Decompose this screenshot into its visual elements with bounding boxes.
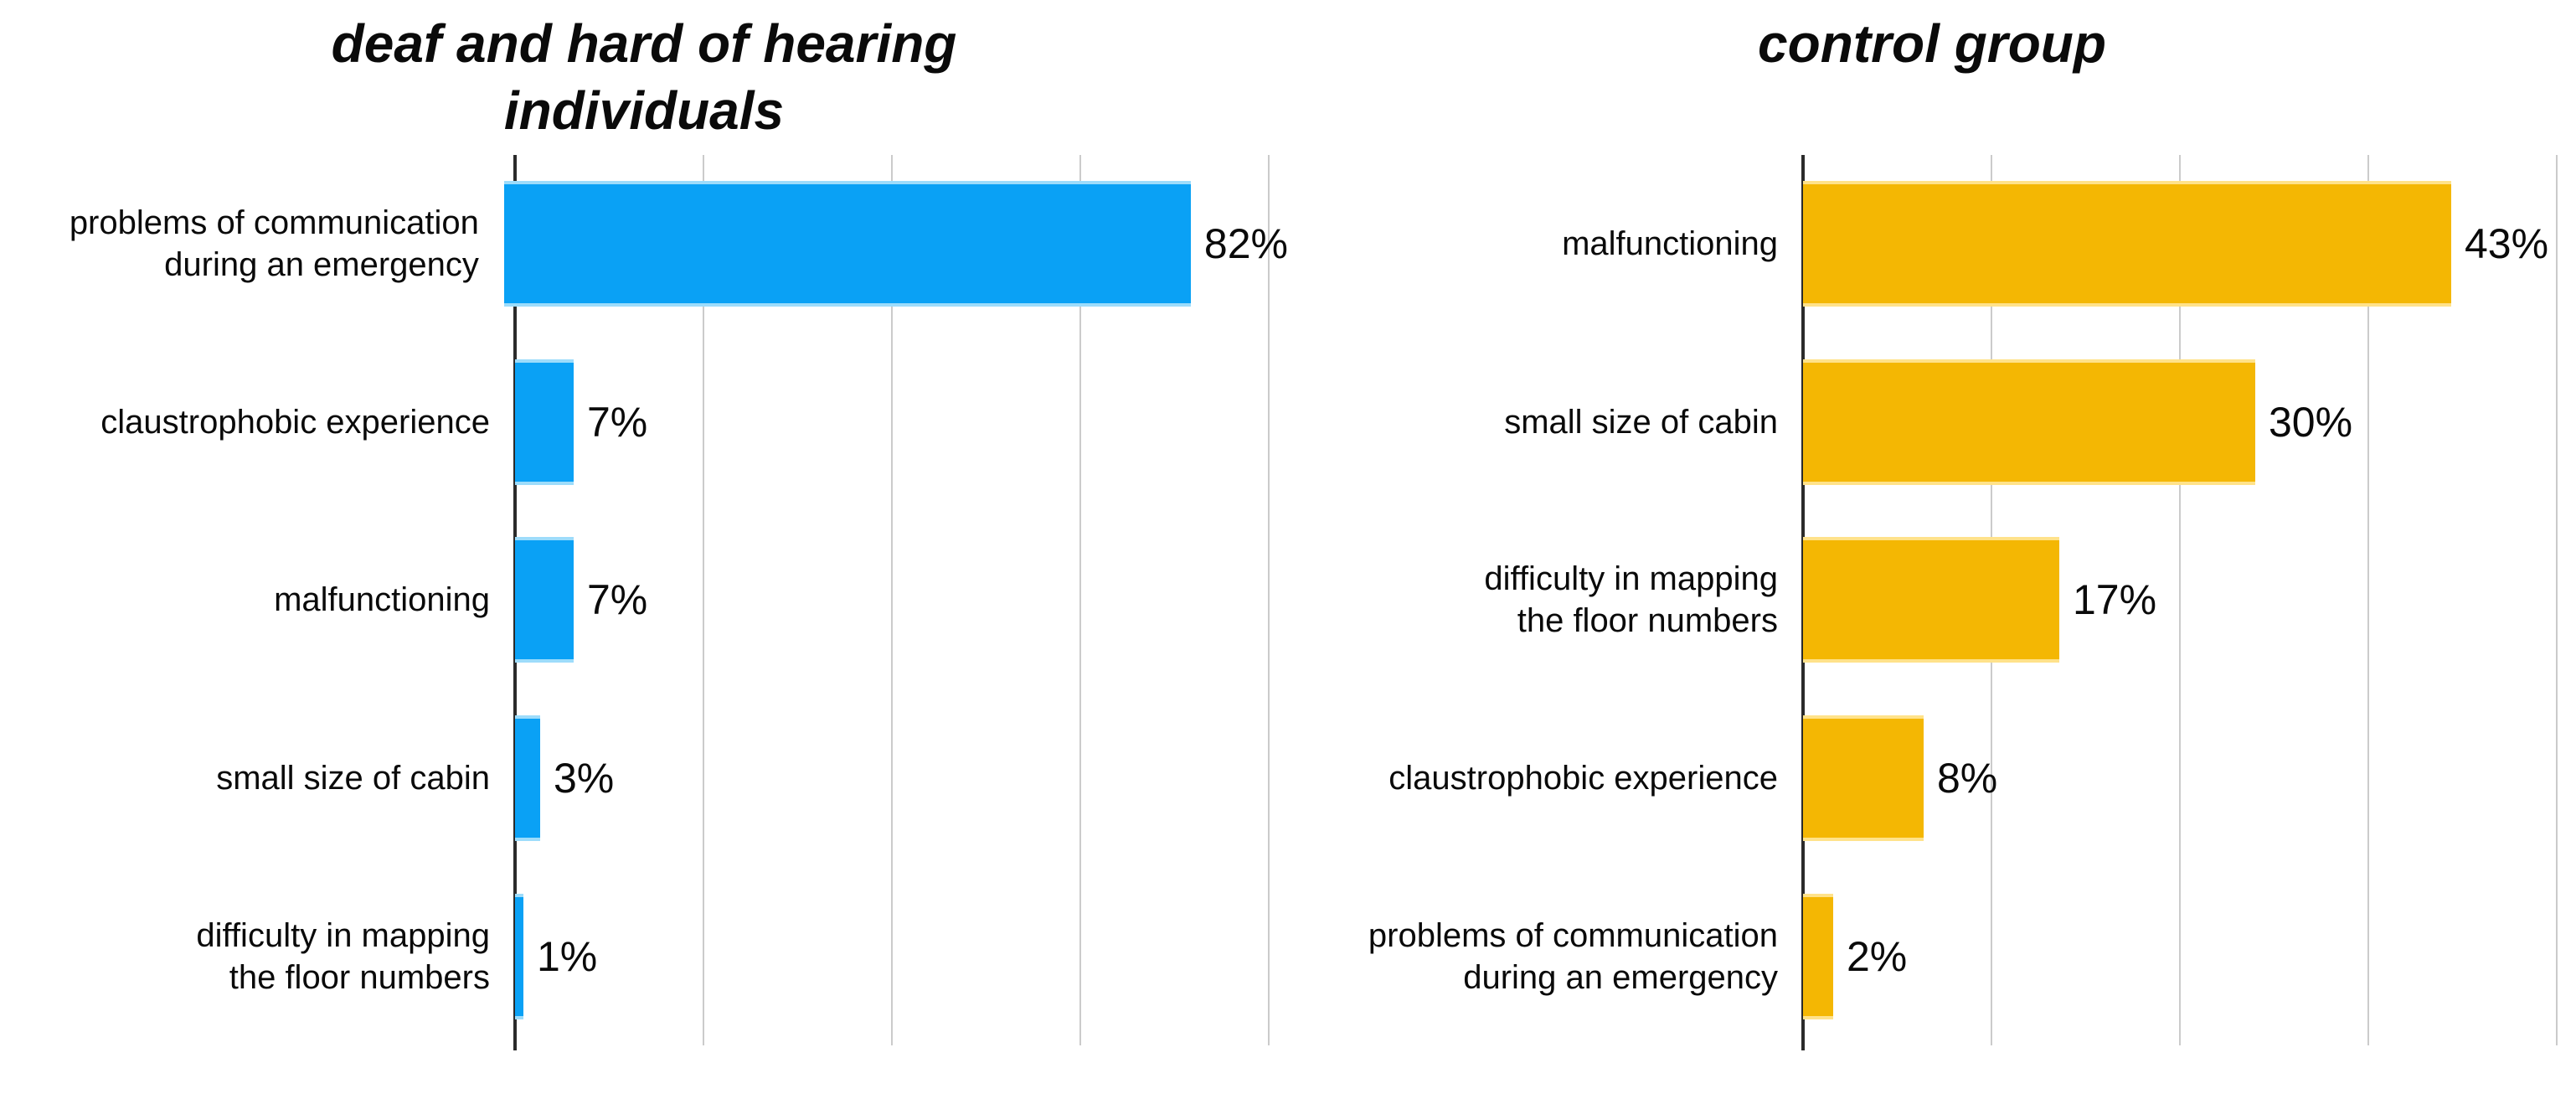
category-label: claustrophobic experience bbox=[0, 401, 515, 443]
value-label: 82% bbox=[1203, 220, 1288, 268]
category-label-line: the floor numbers bbox=[229, 958, 490, 996]
value-label: 30% bbox=[2269, 398, 2353, 446]
bar-row: malfunctioning 7% bbox=[0, 511, 1288, 689]
bar-area: 3% bbox=[515, 689, 1288, 868]
bar-row: problems of communication during an emerg… bbox=[0, 155, 1288, 333]
bar-area: 7% bbox=[515, 511, 1288, 689]
value-label: 3% bbox=[554, 755, 615, 802]
category-label-line: malfunctioning bbox=[274, 581, 490, 619]
chart-title-line: control group bbox=[1758, 13, 2106, 74]
category-label-line: malfunctioning bbox=[1562, 225, 1778, 263]
category-label-line: small size of cabin bbox=[216, 760, 490, 797]
bar bbox=[1803, 359, 2255, 485]
category-label-line: claustrophobic experience bbox=[100, 403, 490, 441]
bar-row: claustrophobic experience 7% bbox=[0, 333, 1288, 512]
value-label: 2% bbox=[1847, 932, 1908, 980]
value-label: 8% bbox=[1937, 755, 1998, 802]
bar bbox=[1803, 893, 1833, 1019]
chart-title: deaf and hard of hearing individuals bbox=[0, 10, 1288, 144]
bar-area: 30% bbox=[1803, 333, 2576, 512]
gridline bbox=[703, 155, 704, 1045]
bar bbox=[1803, 715, 1924, 842]
category-label-line: problems of communication bbox=[1368, 916, 1778, 954]
bar-area: 43% bbox=[1803, 155, 2576, 333]
category-label-line: difficulty in mapping bbox=[196, 916, 490, 954]
gridline bbox=[1079, 155, 1081, 1045]
bar-area: 17% bbox=[1803, 511, 2576, 689]
value-label: 17% bbox=[2073, 576, 2157, 624]
bar-area: 82% bbox=[503, 155, 1288, 333]
category-label: malfunctioning bbox=[0, 579, 515, 621]
bar-row: difficulty in mapping the floor numbers 17… bbox=[1288, 511, 2576, 689]
value-label: 7% bbox=[587, 398, 648, 446]
category-label-line: claustrophobic experience bbox=[1388, 760, 1778, 797]
chart-title: control group bbox=[1288, 10, 2576, 77]
category-label: difficulty in mapping the floor numbers bbox=[0, 915, 515, 998]
bar bbox=[515, 359, 574, 485]
bar-area: 7% bbox=[515, 333, 1288, 512]
category-label: small size of cabin bbox=[1288, 401, 1803, 443]
gridline bbox=[891, 155, 893, 1045]
bar bbox=[515, 537, 574, 663]
bar bbox=[515, 893, 523, 1019]
chart-title-line: individuals bbox=[503, 80, 785, 141]
bar-row: claustrophobic experience 8% bbox=[1288, 689, 2576, 868]
category-label: small size of cabin bbox=[0, 757, 515, 799]
bar-row: problems of communication during an emerg… bbox=[1288, 867, 2576, 1045]
bar bbox=[515, 715, 540, 842]
bar-area: 1% bbox=[515, 867, 1288, 1045]
bar-row: malfunctioning 43% bbox=[1288, 155, 2576, 333]
chart-control-group: control group malfunctioning 43% small siz… bbox=[1288, 0, 2576, 1099]
bar-rows: malfunctioning 43% small size of cabin 30% d… bbox=[1288, 155, 2576, 1045]
category-label: problems of communication during an emerg… bbox=[1288, 915, 1803, 998]
gridline bbox=[1268, 155, 1270, 1045]
category-label: claustrophobic experience bbox=[1288, 757, 1803, 799]
chart-title-line: deaf and hard of hearing bbox=[331, 13, 957, 74]
bar-row: small size of cabin 30% bbox=[1288, 333, 2576, 512]
value-label: 43% bbox=[2465, 220, 2549, 268]
bar-rows: problems of communication during an emerg… bbox=[0, 155, 1288, 1045]
bar-row: small size of cabin 3% bbox=[0, 689, 1288, 868]
category-label: difficulty in mapping the floor numbers bbox=[1288, 558, 1803, 642]
category-label: problems of communication during an emerg… bbox=[0, 202, 504, 286]
bar bbox=[503, 181, 1191, 307]
bar-row: difficulty in mapping the floor numbers 1% bbox=[0, 867, 1288, 1045]
bar bbox=[1803, 537, 2059, 663]
category-label-line: difficulty in mapping bbox=[1484, 560, 1778, 598]
value-label: 7% bbox=[587, 576, 648, 624]
category-label-line: problems of communication bbox=[69, 204, 479, 242]
category-label-line: during an emergency bbox=[164, 246, 479, 284]
gridline bbox=[2179, 155, 2181, 1045]
category-label-line: the floor numbers bbox=[1517, 602, 1778, 640]
value-label: 1% bbox=[537, 932, 598, 980]
chart-deaf-and-hard-of-hearing: deaf and hard of hearing individuals prob… bbox=[0, 10, 1288, 1050]
bar-area: 2% bbox=[1803, 867, 2576, 1045]
bar-area: 8% bbox=[1803, 689, 2576, 868]
gridline bbox=[2556, 155, 2558, 1045]
gridline bbox=[2367, 155, 2369, 1045]
category-label-line: during an emergency bbox=[1463, 958, 1778, 996]
category-label: malfunctioning bbox=[1288, 223, 1803, 265]
category-label-line: small size of cabin bbox=[1504, 403, 1778, 441]
bar bbox=[1803, 181, 2451, 307]
